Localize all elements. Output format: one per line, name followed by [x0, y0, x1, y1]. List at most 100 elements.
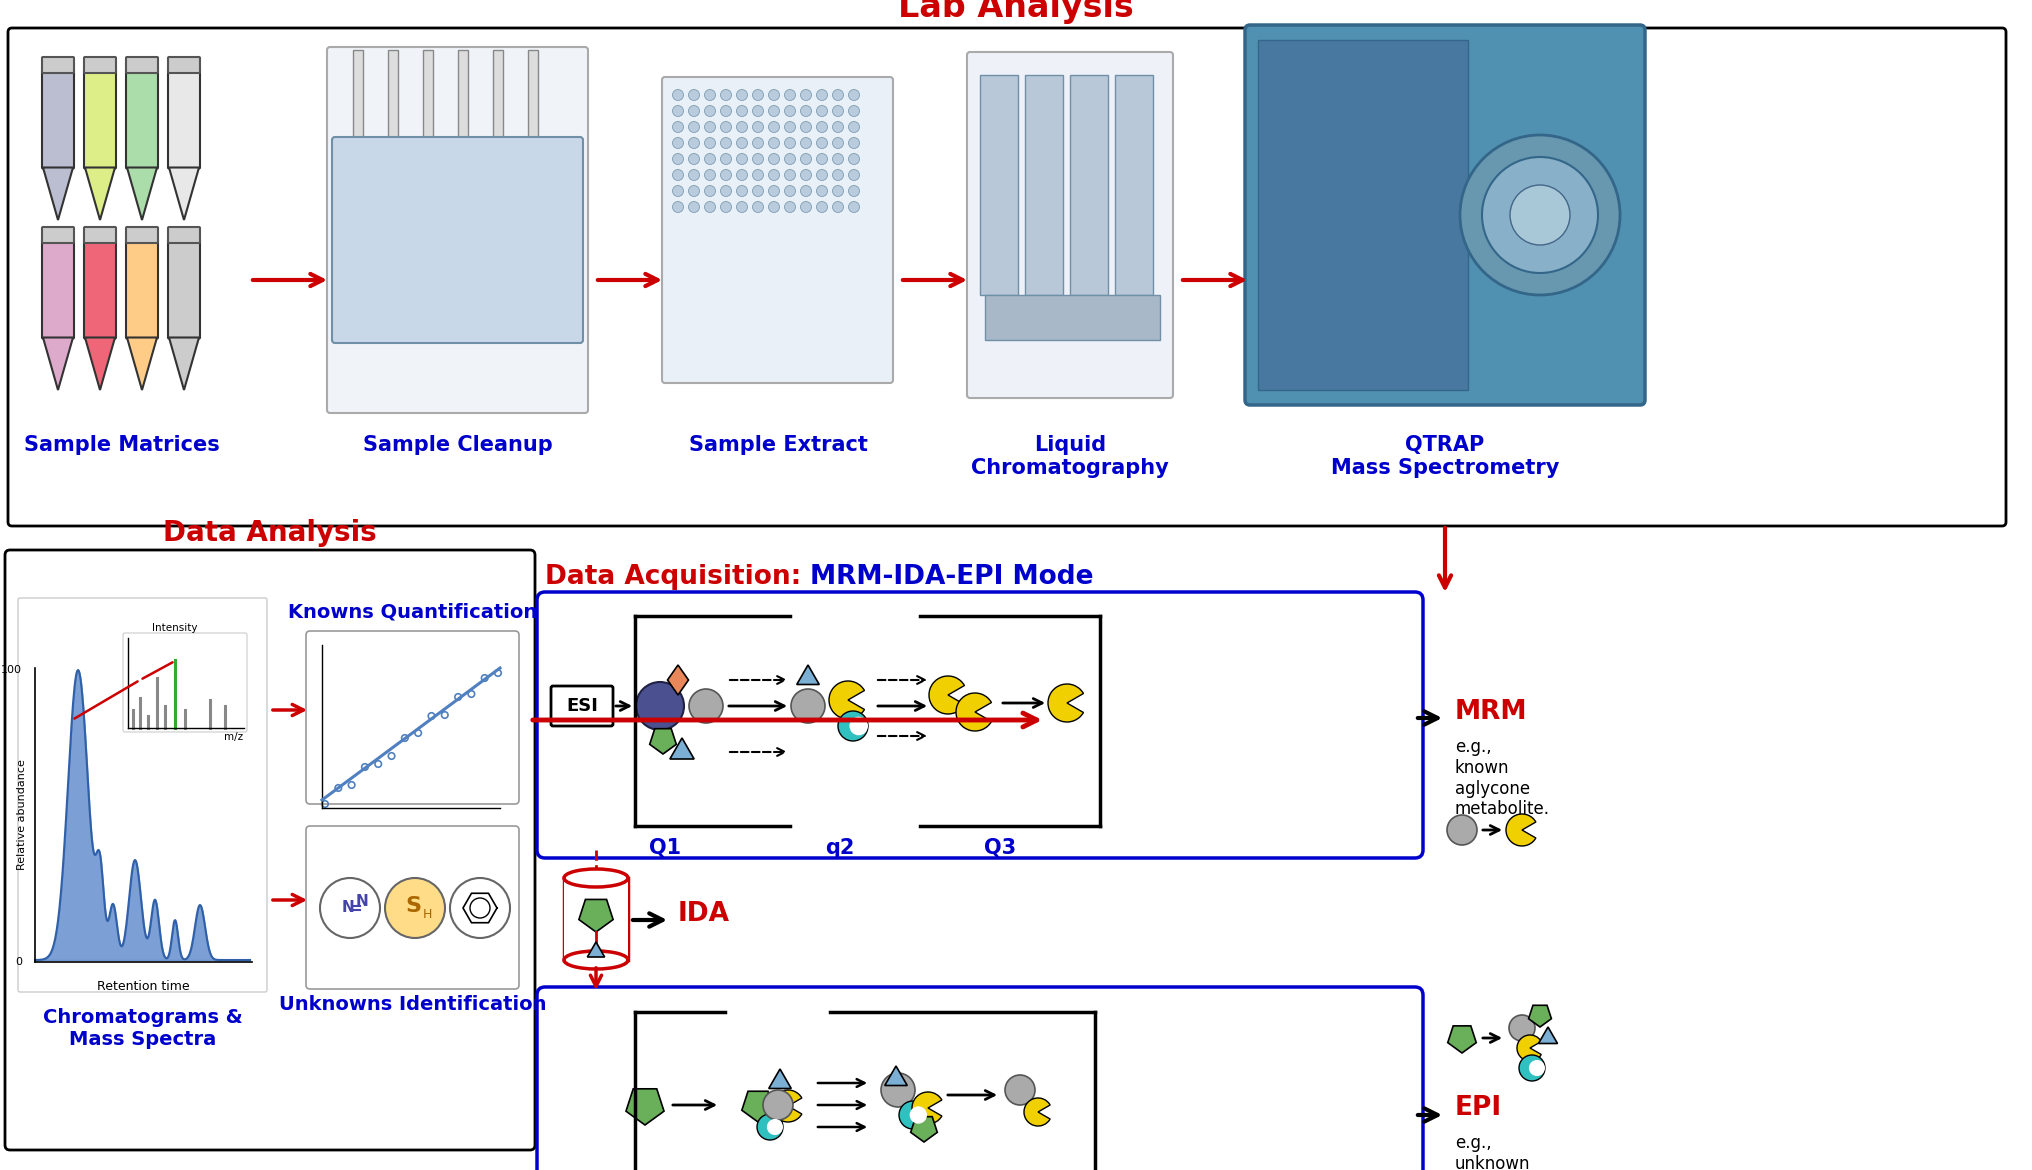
Circle shape [849, 153, 860, 165]
Circle shape [762, 1090, 792, 1120]
Circle shape [673, 122, 683, 132]
Polygon shape [579, 900, 614, 932]
FancyBboxPatch shape [83, 69, 116, 168]
FancyBboxPatch shape [8, 28, 2006, 526]
Circle shape [736, 105, 748, 117]
Circle shape [801, 153, 811, 165]
Text: m/z: m/z [224, 732, 244, 742]
Circle shape [833, 122, 843, 132]
Text: 100: 100 [0, 665, 22, 675]
Text: Chromatograms &
Mass Spectra: Chromatograms & Mass Spectra [43, 1009, 244, 1049]
Circle shape [673, 89, 683, 101]
Circle shape [673, 170, 683, 180]
Circle shape [1481, 157, 1597, 273]
Circle shape [752, 105, 764, 117]
Wedge shape [829, 681, 864, 720]
Polygon shape [1447, 1026, 1477, 1053]
Circle shape [689, 105, 699, 117]
Point [309, 794, 341, 813]
Polygon shape [126, 167, 156, 220]
Circle shape [752, 138, 764, 149]
Wedge shape [758, 1114, 782, 1140]
Circle shape [673, 201, 683, 213]
Circle shape [849, 138, 860, 149]
Circle shape [736, 122, 748, 132]
Polygon shape [768, 1069, 790, 1088]
Circle shape [766, 1119, 782, 1135]
Circle shape [689, 170, 699, 180]
Circle shape [790, 689, 825, 723]
Circle shape [1528, 1060, 1544, 1076]
FancyBboxPatch shape [536, 592, 1422, 858]
Polygon shape [1528, 1005, 1550, 1027]
FancyBboxPatch shape [169, 57, 199, 73]
FancyBboxPatch shape [126, 239, 158, 338]
Circle shape [784, 138, 795, 149]
Circle shape [705, 153, 715, 165]
Text: e.g.,
unknown
conjugated
metabolite.: e.g., unknown conjugated metabolite. [1455, 1134, 1550, 1170]
Text: e.g.,
known
aglycone
metabolite.: e.g., known aglycone metabolite. [1455, 738, 1550, 818]
Circle shape [849, 122, 860, 132]
Point [335, 776, 368, 794]
Polygon shape [85, 167, 116, 220]
Circle shape [833, 153, 843, 165]
Circle shape [768, 89, 780, 101]
Polygon shape [1538, 1027, 1557, 1044]
Circle shape [752, 201, 764, 213]
Circle shape [1447, 815, 1477, 845]
Circle shape [768, 186, 780, 197]
Bar [457, 50, 467, 140]
Circle shape [817, 170, 827, 180]
Text: Retention time: Retention time [98, 980, 189, 993]
Wedge shape [1024, 1097, 1051, 1126]
FancyBboxPatch shape [307, 826, 518, 989]
Circle shape [721, 122, 732, 132]
Circle shape [721, 186, 732, 197]
Text: Data Analysis: Data Analysis [163, 519, 376, 548]
FancyBboxPatch shape [551, 686, 614, 727]
Bar [388, 50, 398, 140]
Point [429, 706, 461, 724]
Circle shape [768, 170, 780, 180]
Circle shape [768, 122, 780, 132]
Circle shape [721, 105, 732, 117]
FancyBboxPatch shape [83, 239, 116, 338]
Circle shape [817, 201, 827, 213]
FancyBboxPatch shape [43, 239, 73, 338]
Point [455, 684, 488, 703]
Circle shape [1510, 185, 1571, 245]
Text: Q3: Q3 [983, 838, 1016, 858]
FancyBboxPatch shape [307, 631, 518, 804]
Polygon shape [587, 942, 606, 957]
Text: Intensity: Intensity [152, 622, 197, 633]
Text: Sample Extract: Sample Extract [689, 435, 868, 455]
Wedge shape [1520, 1055, 1544, 1081]
Circle shape [689, 122, 699, 132]
Text: Liquid
Chromatography: Liquid Chromatography [971, 435, 1168, 479]
Circle shape [817, 105, 827, 117]
Circle shape [784, 186, 795, 197]
Circle shape [849, 105, 860, 117]
Text: 0: 0 [14, 957, 22, 966]
Wedge shape [898, 1101, 927, 1129]
FancyBboxPatch shape [169, 69, 199, 168]
Bar [494, 50, 504, 140]
Circle shape [801, 186, 811, 197]
Ellipse shape [565, 951, 628, 969]
Text: N: N [356, 895, 368, 909]
FancyBboxPatch shape [967, 51, 1172, 398]
Text: Lab Analysis: Lab Analysis [898, 0, 1134, 25]
Circle shape [689, 186, 699, 197]
Polygon shape [666, 665, 689, 695]
FancyBboxPatch shape [536, 987, 1422, 1170]
Polygon shape [169, 337, 199, 390]
Circle shape [736, 89, 748, 101]
Circle shape [817, 89, 827, 101]
Circle shape [784, 122, 795, 132]
Circle shape [636, 682, 685, 730]
Circle shape [752, 153, 764, 165]
Circle shape [752, 89, 764, 101]
Circle shape [784, 201, 795, 213]
FancyBboxPatch shape [83, 227, 116, 243]
Circle shape [849, 89, 860, 101]
